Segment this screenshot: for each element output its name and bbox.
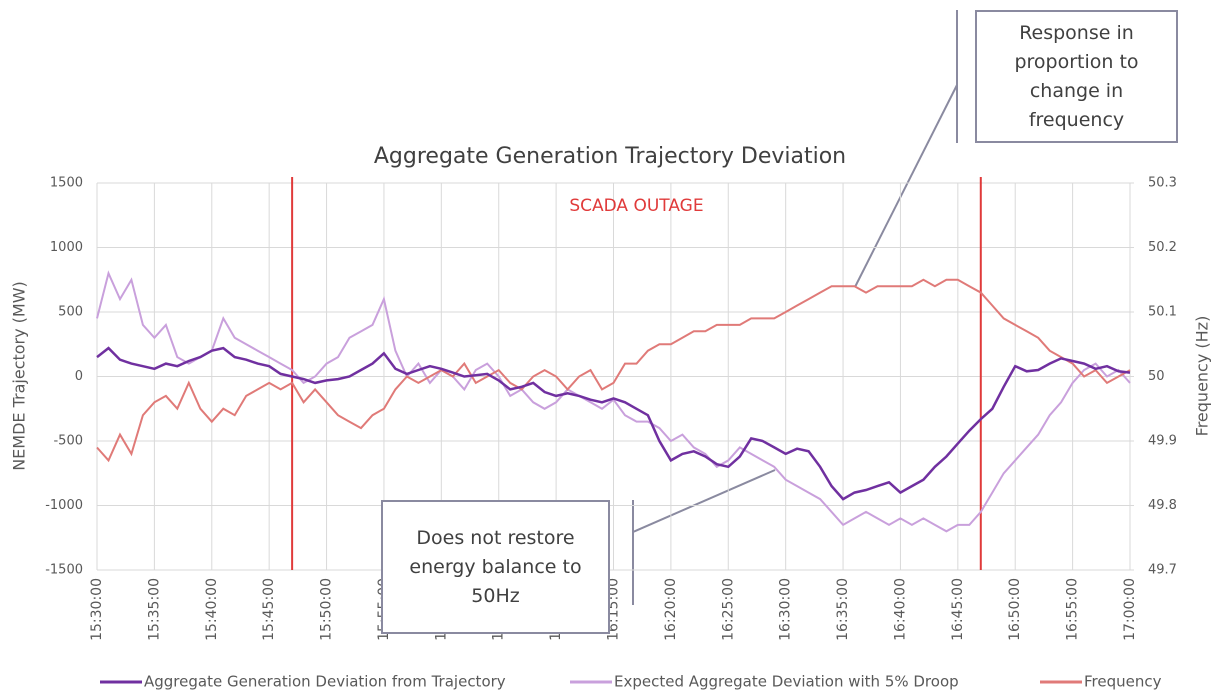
y2-tick-label: 50.2 (1148, 240, 1177, 255)
x-tick-label: 16:35:00 (835, 578, 851, 641)
y-tick-label: -1500 (45, 563, 83, 578)
legend-label: Expected Aggregate Deviation with 5% Dro… (614, 673, 959, 691)
outage-label: SCADA OUTAGE (569, 196, 703, 216)
x-tick-label: 16:55:00 (1065, 578, 1081, 641)
y2-tick-label: 49.7 (1148, 563, 1177, 578)
y-tick-label: 1500 (50, 176, 83, 191)
callout-connectors (632, 10, 958, 605)
x-tick-label: 17:00:00 (1122, 578, 1138, 641)
legend-label: Aggregate Generation Deviation from Traj… (144, 673, 506, 691)
connector (632, 469, 776, 533)
connector (854, 84, 958, 288)
grid (96, 182, 1131, 571)
x-tick-label: 16:25:00 (720, 578, 736, 641)
callout: Does not restore energy balance to 50Hz (381, 500, 610, 634)
legend-label: Frequency (1084, 673, 1162, 691)
y2-tick-label: 50.1 (1148, 305, 1177, 320)
y2-tick-label: 50.3 (1148, 176, 1177, 191)
y-tick-label: 500 (58, 305, 83, 320)
x-tick-label: 16:20:00 (663, 578, 679, 641)
x-tick-label: 16:45:00 (950, 578, 966, 641)
x-tick-label: 15:40:00 (204, 578, 220, 641)
x-tick-label: 16:40:00 (892, 578, 908, 641)
series-line (96, 278, 1131, 463)
y2-axis-title: Frequency (Hz) (1193, 316, 1212, 437)
y2-tick-label: 49.9 (1148, 434, 1177, 449)
x-tick-label: 15:45:00 (261, 578, 277, 641)
y-tick-label: 1000 (50, 240, 83, 255)
x-tick-label: 15:35:00 (146, 578, 162, 641)
series-line (96, 346, 1131, 501)
chart-title: Aggregate Generation Trajectory Deviatio… (374, 144, 846, 169)
x-tick-label: 16:30:00 (778, 578, 794, 641)
callout: Response in proportion to change in freq… (975, 10, 1178, 143)
y2-tick-label: 49.8 (1148, 498, 1177, 513)
y-tick-label: -500 (53, 434, 83, 449)
y-tick-label: -1000 (45, 498, 83, 513)
y-tick-label: 0 (75, 369, 83, 384)
y-axis-title: NEMDE Trajectory (MW) (10, 281, 29, 471)
x-tick-label: 16:50:00 (1007, 578, 1023, 641)
x-tick-label: 15:30:00 (89, 578, 105, 641)
x-tick-label: 15:50:00 (319, 578, 335, 641)
y2-tick-label: 50 (1148, 369, 1165, 384)
